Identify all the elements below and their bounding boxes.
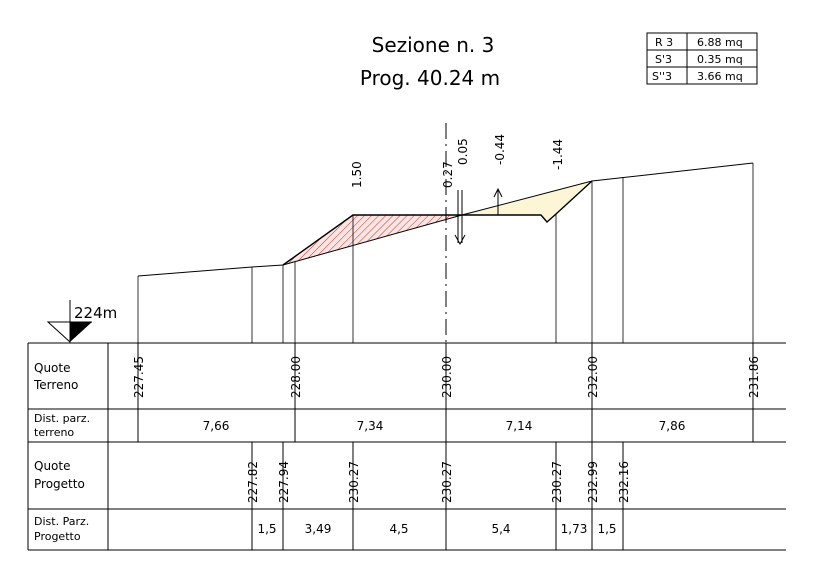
datum-label: 224m xyxy=(74,304,117,322)
project-profile-line xyxy=(282,180,593,266)
quote-progetto-1: 227.82 xyxy=(246,461,260,503)
arrows xyxy=(454,187,503,246)
row-header-quote-terreno-2: Terreno xyxy=(33,378,78,392)
dist-progetto-2: 3,49 xyxy=(305,522,332,536)
quote-terreno-1: 227.45 xyxy=(132,356,146,398)
height-label-1: 1.50 xyxy=(350,161,364,188)
section-title: Sezione n. 3 xyxy=(372,33,495,57)
area-value-s3: 0.35 mq xyxy=(697,53,743,66)
area-label-s2-3: S''3 xyxy=(652,70,672,83)
height-label-4: -0.44 xyxy=(493,134,507,165)
quote-progetto-2: 227.94 xyxy=(277,461,291,503)
quote-terreno-3: 230.00 xyxy=(440,356,454,398)
dist-terreno-4: 7,86 xyxy=(659,419,686,433)
row-header-quote-progetto-1: Quote xyxy=(34,459,70,473)
profile-table-grid xyxy=(27,342,786,551)
height-label-5: -1.44 xyxy=(551,139,565,170)
row-header-quote-progetto-2: Progetto xyxy=(34,477,85,491)
area-label-s3: S'3 xyxy=(655,53,672,66)
quote-progetto-6: 232.99 xyxy=(586,461,600,503)
row-header-dist-progetto-1: Dist. Parz. xyxy=(34,515,89,528)
datum-marker xyxy=(46,300,92,344)
dist-progetto-5: 1,73 xyxy=(561,522,588,536)
dist-progetto-1: 1,5 xyxy=(257,522,276,536)
dist-progetto-4: 5,4 xyxy=(491,522,510,536)
row-header-dist-progetto-2: Progetto xyxy=(34,530,81,543)
area-value-s2-3: 3.66 mq xyxy=(697,70,743,83)
quote-progetto-3: 230.27 xyxy=(347,461,361,503)
quote-terreno-4: 232.00 xyxy=(586,356,600,398)
cut-area xyxy=(462,181,592,222)
dist-terreno-2: 7,34 xyxy=(357,419,384,433)
row-header-dist-terreno-2: terreno xyxy=(34,426,74,439)
ground-profile-line xyxy=(137,162,754,277)
quote-terreno-2: 228.00 xyxy=(289,356,303,398)
height-label-2: 0.27 xyxy=(441,161,455,188)
quote-terreno-5: 231.86 xyxy=(747,356,761,398)
row-header-quote-terreno-1: Quote xyxy=(34,361,70,375)
dist-progetto-6: 1,5 xyxy=(597,522,616,536)
vertical-markers xyxy=(137,163,754,343)
area-value-r3: 6.88 mq xyxy=(697,36,743,49)
area-table xyxy=(646,32,758,85)
dist-progetto-3: 4,5 xyxy=(389,522,408,536)
quote-progetto-5: 230.27 xyxy=(550,461,564,503)
quote-progetto-4: 230.27 xyxy=(440,461,454,503)
quote-progetto-7: 232.16 xyxy=(617,461,631,503)
section-progressive: Prog. 40.24 m xyxy=(360,66,500,90)
dist-terreno-1: 7,66 xyxy=(203,419,230,433)
area-label-r3: R 3 xyxy=(655,36,673,49)
dist-terreno-3: 7,14 xyxy=(506,419,533,433)
height-label-3: 0.05 xyxy=(456,138,470,165)
row-header-dist-terreno-1: Dist. parz. xyxy=(34,412,90,425)
